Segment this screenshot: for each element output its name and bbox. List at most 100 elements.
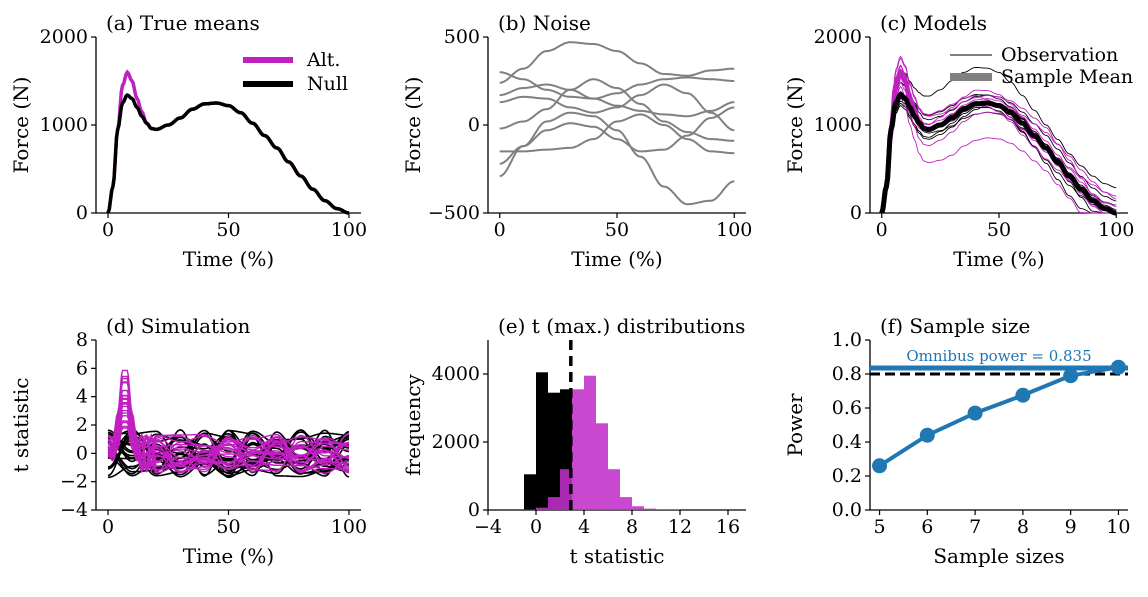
x-tick-label: 50: [605, 219, 629, 241]
observation-null-curve: [881, 66, 1117, 214]
panel-title: (c) Models: [880, 11, 987, 35]
y-tick-label: 2000: [432, 431, 480, 453]
x-axis-label: Time (%): [953, 247, 1045, 271]
alt-hist-bar: [656, 509, 668, 510]
y-axis-label: Power: [783, 393, 807, 457]
x-tick-label: 100: [331, 516, 367, 538]
noise-curve: [499, 83, 735, 132]
noise-curve: [499, 83, 735, 118]
y-tick-label: 1000: [40, 114, 88, 136]
panel-title: (f) Sample size: [880, 314, 1030, 338]
null-hist-bar: [524, 474, 536, 510]
power-point: [967, 405, 983, 421]
x-tick-label: 16: [716, 516, 740, 538]
x-tick-label: 12: [668, 516, 692, 538]
x-tick-label: 0: [102, 516, 114, 538]
x-axis-label: Time (%): [183, 544, 275, 568]
y-axis-label: t statistic: [9, 378, 33, 473]
y-tick-label: 0: [468, 114, 480, 136]
x-tick-label: 0: [530, 516, 542, 538]
power-point: [872, 458, 888, 474]
y-tick-label: 0.4: [832, 431, 862, 453]
y-tick-label: 0.2: [832, 465, 862, 487]
legend-observation-label: Observation: [1001, 44, 1118, 66]
alt-t-curve: [107, 405, 349, 469]
y-tick-label: 0: [850, 202, 862, 224]
x-tick-label: 100: [1098, 219, 1134, 241]
x-axis-label: Time (%): [571, 247, 663, 271]
x-tick-label: 0: [102, 219, 114, 241]
legend-alt-label: Alt.: [306, 49, 340, 71]
noise-curve: [499, 111, 735, 206]
noise-curve: [499, 41, 735, 84]
observation-alt-curve: [881, 96, 1117, 214]
y-tick-label: 4: [76, 386, 88, 408]
x-tick-label: 0: [876, 219, 888, 241]
alt-hist-bar: [560, 469, 572, 510]
alt-hist-bar: [620, 497, 632, 510]
x-tick-label: 50: [216, 219, 240, 241]
x-tick-label: 8: [1017, 516, 1029, 538]
y-tick-label: 2: [76, 414, 88, 436]
y-tick-label: 500: [444, 26, 480, 48]
alt-hist-bar: [632, 506, 644, 510]
null-hist-bar: [536, 372, 548, 510]
alt-hist-bar: [548, 497, 560, 510]
alt-t-curve: [107, 402, 349, 472]
y-tick-label: 2000: [814, 26, 862, 48]
alt-hist-bar: [584, 375, 596, 510]
x-tick-label: 100: [716, 219, 752, 241]
y-tick-label: −500: [428, 202, 480, 224]
noise-curve: [499, 113, 735, 155]
alt-hist-bar: [644, 508, 656, 510]
observation-alt-curve: [881, 85, 1117, 214]
observation-alt-curve: [881, 64, 1117, 214]
alt-hist-bar: [572, 389, 584, 510]
sample-mean-null: [879, 92, 1117, 216]
panel-d-simulation: 0 50 100 −4 −2 0 2 4 6 8 (d) Simulation Time (%) t s…: [9, 314, 367, 568]
x-tick-label: 7: [969, 516, 981, 538]
power-point: [1015, 387, 1031, 403]
y-axis-label: Force (N): [783, 77, 807, 174]
null-hist-bar: [548, 392, 560, 510]
y-tick-label: 8: [76, 329, 88, 351]
y-tick-label: 6: [76, 357, 88, 379]
x-tick-label: 4: [578, 516, 590, 538]
y-tick-label: 1000: [814, 114, 862, 136]
y-tick-label: 0: [76, 202, 88, 224]
alt-hist-bar: [596, 423, 608, 510]
sample-mean-alt: [879, 68, 1117, 216]
alt-hist-bar: [536, 507, 548, 510]
panel-b-noise: 0 50 100 −500 0 500 (b) Noise Time (%) Force (N): [401, 11, 752, 271]
x-tick-label: 6: [921, 516, 933, 538]
panel-title: (e) t (max.) distributions: [498, 314, 745, 338]
y-tick-label: 0: [468, 499, 480, 521]
x-axis-label: t statistic: [570, 544, 665, 568]
x-tick-label: 5: [874, 516, 886, 538]
panel-f-sample-size: 5 6 7 8 9 10 0.0 0.2 0.4 0.6 0.8 1.0 (f) Sample size…: [783, 314, 1131, 568]
x-tick-label: 10: [1106, 516, 1130, 538]
x-axis-label: Time (%): [183, 247, 275, 271]
panel-title: (b) Noise: [498, 11, 591, 35]
alt-hist-bar: [608, 469, 620, 510]
x-tick-label: 8: [626, 516, 638, 538]
y-tick-label: −4: [60, 499, 88, 521]
x-tick-label: 9: [1065, 516, 1077, 538]
y-tick-label: 4000: [432, 363, 480, 385]
power-point: [919, 427, 935, 443]
y-tick-label: 0.8: [832, 363, 862, 385]
y-tick-label: 0: [76, 442, 88, 464]
observation-alt-curve: [881, 57, 1117, 214]
panel-title: (d) Simulation: [106, 314, 251, 338]
x-axis-label: Sample sizes: [933, 544, 1064, 568]
series-null-line: [106, 93, 350, 215]
y-tick-label: 0.6: [832, 397, 862, 419]
y-tick-label: 2000: [40, 26, 88, 48]
x-tick-label: −4: [474, 516, 502, 538]
power-point: [1063, 368, 1079, 384]
y-axis-label: frequency: [401, 373, 425, 475]
